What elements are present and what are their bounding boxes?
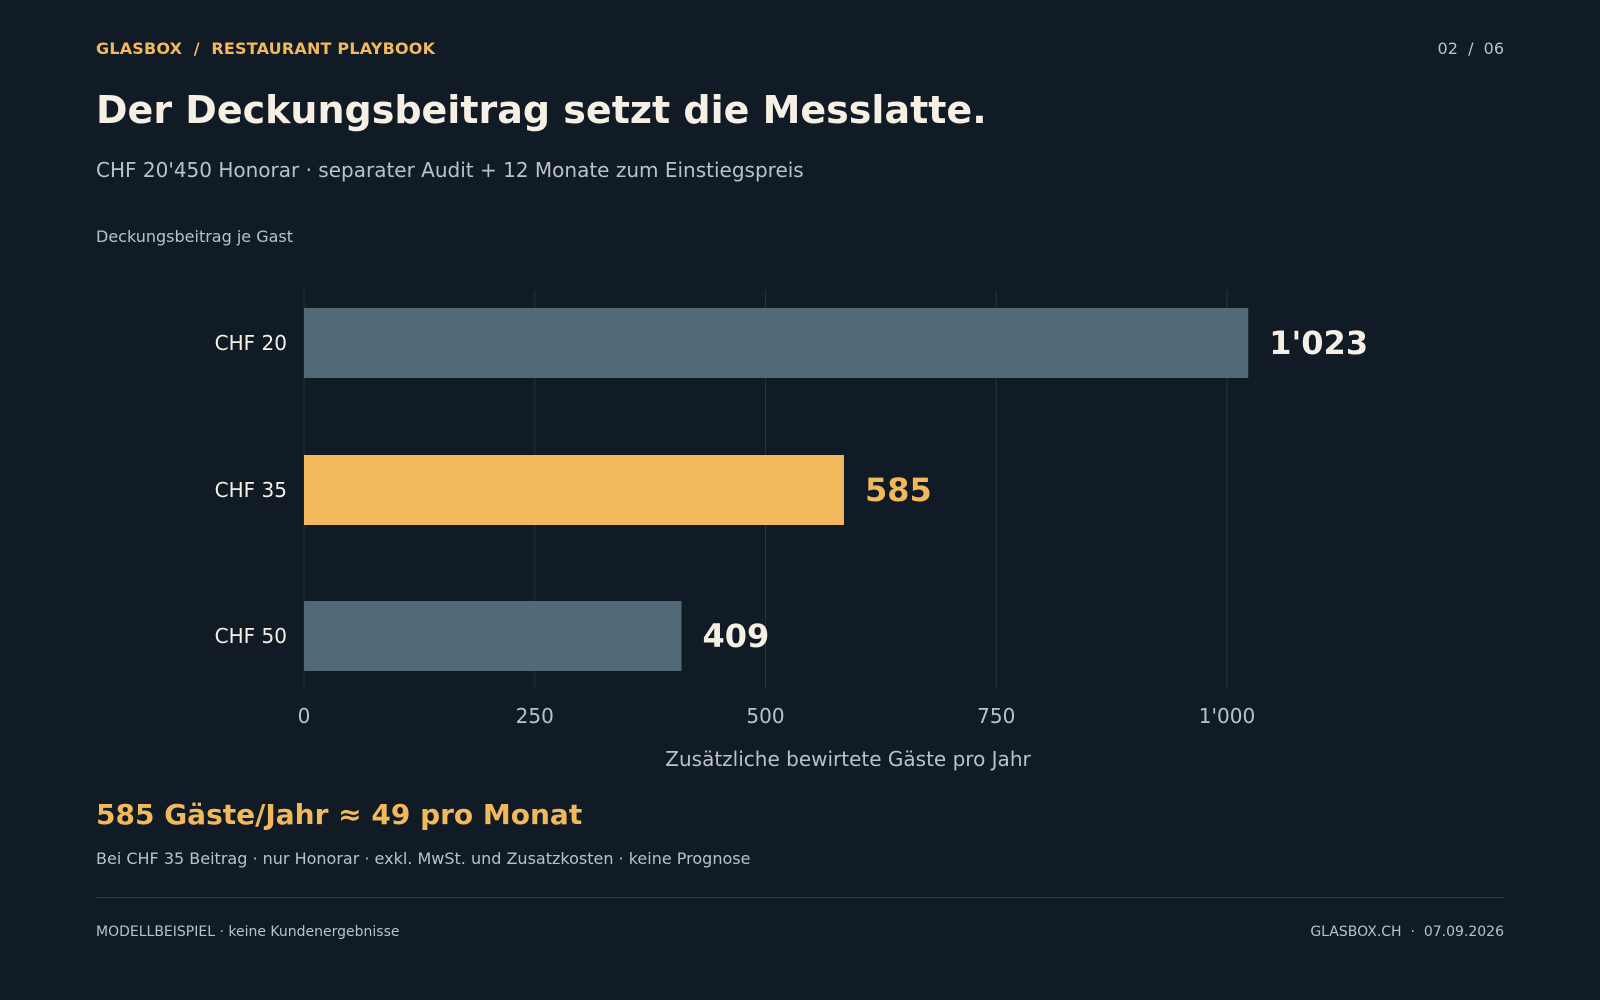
page-subtitle: CHF 20'450 Honorar · separater Audit + 1…: [96, 158, 804, 182]
data-label: 585: [865, 471, 932, 509]
footer-divider: [96, 897, 1504, 898]
category-label: CHF 50: [215, 624, 287, 648]
callout-headline: 585 Gäste/Jahr ≈ 49 pro Monat: [96, 798, 583, 831]
x-tick-label: 500: [746, 704, 784, 728]
brand-breadcrumb: GLASBOX / RESTAURANT PLAYBOOK: [96, 39, 436, 58]
chart-axis-label: Deckungsbeitrag je Gast: [96, 227, 294, 246]
data-label: 1'023: [1269, 324, 1368, 362]
bar-chart: 0 250 500 750 1'000 CHF 20 1'023 CHF 35 585 CHF 5…: [215, 290, 1368, 771]
footer-site-date: GLASBOX.CH · 07.09.2026: [1310, 924, 1504, 940]
chart-labels: 0 250 500 750 1'000 CHF 20 1'023 CHF 35 585 CHF 5…: [215, 324, 1368, 728]
chart-bars: [304, 308, 1249, 671]
page-indicator: 02 / 06: [1437, 39, 1504, 58]
data-label: 409: [703, 617, 770, 655]
page-title: Der Deckungsbeitrag setzt die Messlatte.: [96, 88, 987, 132]
category-label: CHF 35: [215, 478, 287, 502]
footer-disclaimer: MODELLBEISPIEL · keine Kundenergebnisse: [96, 924, 400, 940]
x-tick-label: 0: [298, 704, 311, 728]
bar: [304, 601, 682, 671]
x-tick-label: 250: [516, 704, 554, 728]
callout-note: Bei CHF 35 Beitrag · nur Honorar · exkl.…: [96, 849, 751, 868]
x-axis-title: Zusätzliche bewirtete Gäste pro Jahr: [665, 747, 1031, 771]
bar: [304, 308, 1249, 378]
x-tick-label: 1'000: [1199, 704, 1255, 728]
category-label: CHF 20: [215, 331, 287, 355]
bar: [304, 455, 844, 525]
x-tick-label: 750: [977, 704, 1015, 728]
